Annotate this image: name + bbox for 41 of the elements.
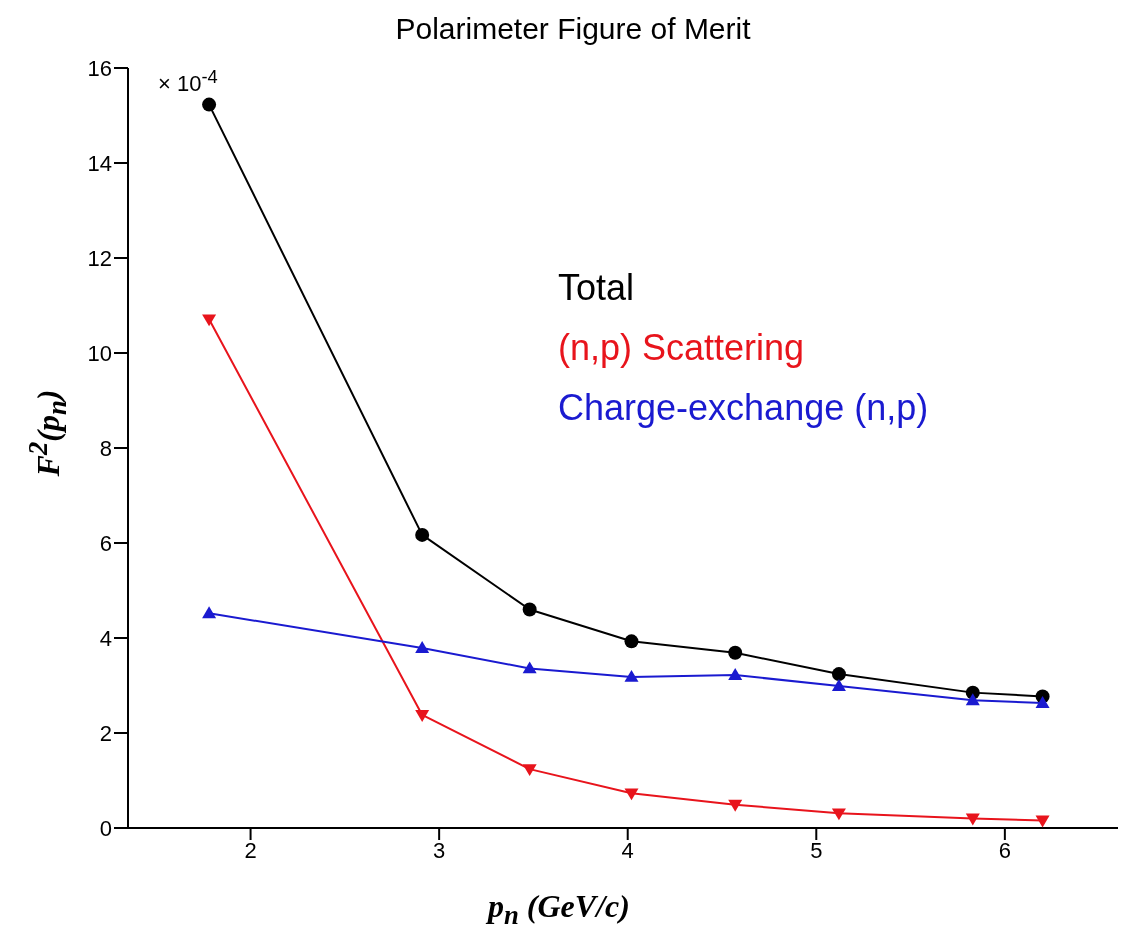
point xyxy=(522,602,537,617)
point xyxy=(415,640,430,653)
point xyxy=(202,606,217,619)
y-tick-label: 14 xyxy=(87,150,112,176)
annotation: × 10$^{-4}$ xyxy=(158,66,218,98)
x-tick-label: 5 xyxy=(810,837,823,863)
x-tick-label: 2 xyxy=(244,837,257,863)
point xyxy=(831,808,846,821)
point xyxy=(1035,696,1050,708)
point xyxy=(831,667,846,682)
y-tick-label: 0 xyxy=(99,815,112,841)
point xyxy=(831,678,846,691)
text: (n,p) Scattering xyxy=(558,326,806,370)
y-tick-label: 4 xyxy=(99,625,112,651)
point xyxy=(522,764,537,777)
y-tick-label: 6 xyxy=(99,530,112,556)
x-tick-label: 4 xyxy=(621,837,634,863)
text: Total xyxy=(558,266,636,310)
y-tick-label: 12 xyxy=(87,245,112,271)
point xyxy=(965,813,980,826)
y-tick-label: 8 xyxy=(99,435,112,461)
x-tick-label: 6 xyxy=(998,837,1011,863)
point xyxy=(965,693,980,706)
point xyxy=(728,799,743,812)
point xyxy=(522,661,537,674)
point xyxy=(415,527,430,542)
chart-title: Polarimeter Figure of Merit xyxy=(394,12,752,46)
x-tick-label: 3 xyxy=(433,837,446,863)
point xyxy=(728,645,743,660)
point xyxy=(1035,815,1050,828)
point xyxy=(624,788,639,801)
point xyxy=(202,97,217,112)
text: Charge-exchange (n,p) xyxy=(558,386,929,430)
point xyxy=(415,710,430,722)
y-tick-label: 16 xyxy=(87,55,112,81)
y-tick-label: 2 xyxy=(99,720,112,746)
point xyxy=(624,634,639,649)
point xyxy=(624,669,639,682)
y-tick-label: 10 xyxy=(87,340,112,366)
point xyxy=(202,314,217,327)
point xyxy=(728,668,743,680)
